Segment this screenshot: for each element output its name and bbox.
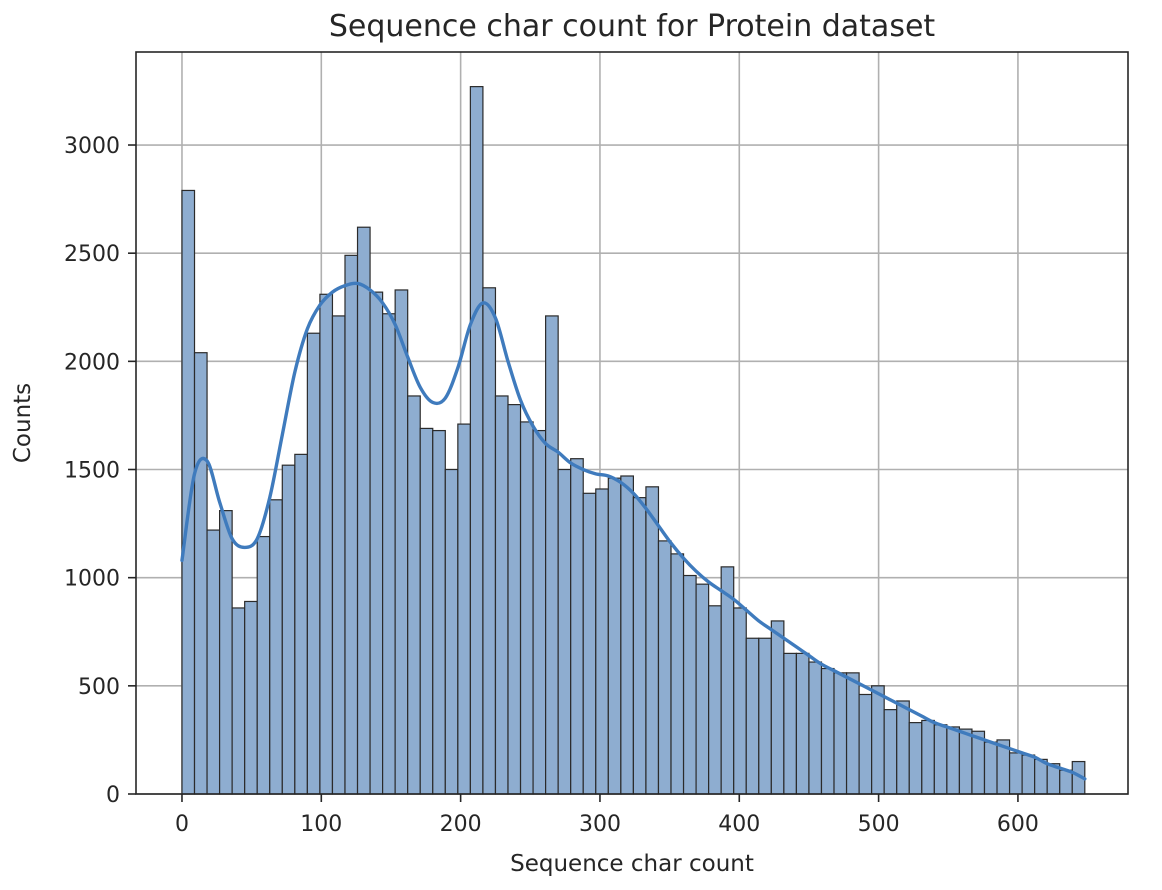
histogram-bar: [319, 293, 334, 795]
histogram-bar: [331, 315, 346, 795]
histogram-bar: [294, 453, 308, 795]
histogram-bar: [958, 728, 973, 795]
histogram-bar: [269, 499, 283, 795]
histogram-bar: [708, 605, 722, 795]
histogram-bar: [582, 492, 597, 795]
histogram-bar: [883, 709, 898, 795]
histogram-bar: [193, 352, 208, 795]
histogram-bar: [394, 289, 409, 795]
y-tick-label: 1000: [64, 567, 120, 592]
histogram-bar: [407, 395, 421, 795]
chart-title: Sequence char count for Protein dataset: [329, 9, 936, 44]
y-tick-label: 500: [78, 675, 120, 700]
histogram-bar: [256, 535, 271, 795]
histogram-bar: [908, 722, 923, 795]
kde-curve: [180, 281, 1087, 781]
y-tick-label: 1500: [64, 459, 120, 484]
x-tick-label: 500: [858, 812, 900, 837]
histogram-bar: [695, 583, 710, 795]
histogram-bars: [181, 86, 1086, 795]
histogram-bar: [745, 637, 760, 795]
x-tick-label: 300: [579, 812, 621, 837]
histogram-bar: [244, 600, 258, 795]
x-axis-label: Sequence char count: [510, 851, 754, 877]
histogram-bar: [419, 427, 434, 795]
histogram-bar: [983, 741, 998, 795]
histogram-bar: [820, 667, 835, 795]
histogram-bar: [218, 510, 233, 795]
x-tick-label: 100: [300, 812, 342, 837]
histogram-bar: [682, 574, 697, 795]
histogram-bar: [444, 468, 459, 795]
histogram-bar: [871, 685, 885, 795]
histogram-bar: [231, 607, 246, 795]
histogram-bar: [595, 488, 609, 795]
histogram-bar: [946, 726, 961, 795]
histogram-bar: [494, 395, 509, 795]
histogram-bar: [758, 637, 772, 795]
histogram-bar: [507, 404, 522, 795]
histogram-bar: [482, 287, 497, 795]
histogram-bar: [369, 291, 384, 795]
histogram-bar: [457, 423, 471, 795]
x-tick-label: 0: [175, 812, 189, 837]
histogram-bar: [845, 672, 860, 795]
x-tick-label: 600: [997, 812, 1039, 837]
histogram-bar: [720, 566, 735, 795]
histogram-bar: [620, 475, 634, 795]
y-axis-label: Counts: [10, 383, 36, 463]
histogram-bar: [858, 693, 873, 795]
y-tick-label: 2500: [64, 242, 120, 267]
x-tick-label: 200: [440, 812, 482, 837]
histogram-bar: [670, 553, 685, 795]
y-tick-label: 2000: [64, 350, 120, 375]
histogram-bar: [206, 529, 221, 795]
histogram-bar: [657, 540, 672, 795]
plot-frame: [135, 51, 1129, 795]
axis-ticks: 0 100 200 300 400 500 600 0 500 1000 1500 2000 2500 3…: [64, 134, 1039, 837]
histogram-bar: [532, 429, 547, 795]
y-tick-label: 3000: [64, 134, 120, 159]
histogram-bar: [382, 313, 396, 795]
histogram-bar: [933, 724, 948, 795]
histogram-bar: [921, 719, 935, 795]
histogram-bar: [432, 429, 446, 795]
x-tick-label: 400: [718, 812, 760, 837]
histogram-bar: [469, 86, 484, 795]
histogram-bar: [557, 468, 572, 795]
histogram-bar: [607, 477, 622, 795]
histogram-bar: [519, 421, 534, 795]
histogram-bar: [645, 486, 660, 795]
histogram-bar: [808, 661, 823, 795]
histogram-bar: [545, 315, 559, 795]
histogram-bar: [770, 620, 785, 795]
histogram-bar: [306, 332, 321, 795]
histogram-bar: [833, 672, 848, 795]
histogram-bar: [783, 652, 798, 795]
histogram-bar: [344, 254, 359, 795]
histogram-bar: [795, 652, 810, 795]
histogram-bar: [1008, 752, 1023, 795]
histogram-bar: [733, 607, 747, 795]
histogram-bar: [1059, 769, 1073, 795]
histogram-bar: [570, 458, 584, 795]
histogram-bar: [896, 700, 910, 795]
histogram-bar: [356, 226, 371, 795]
y-tick-label: 0: [106, 783, 120, 808]
histogram-bar: [1021, 754, 1036, 795]
histogram-bar: [281, 464, 296, 795]
histogram-bar: [632, 497, 647, 795]
